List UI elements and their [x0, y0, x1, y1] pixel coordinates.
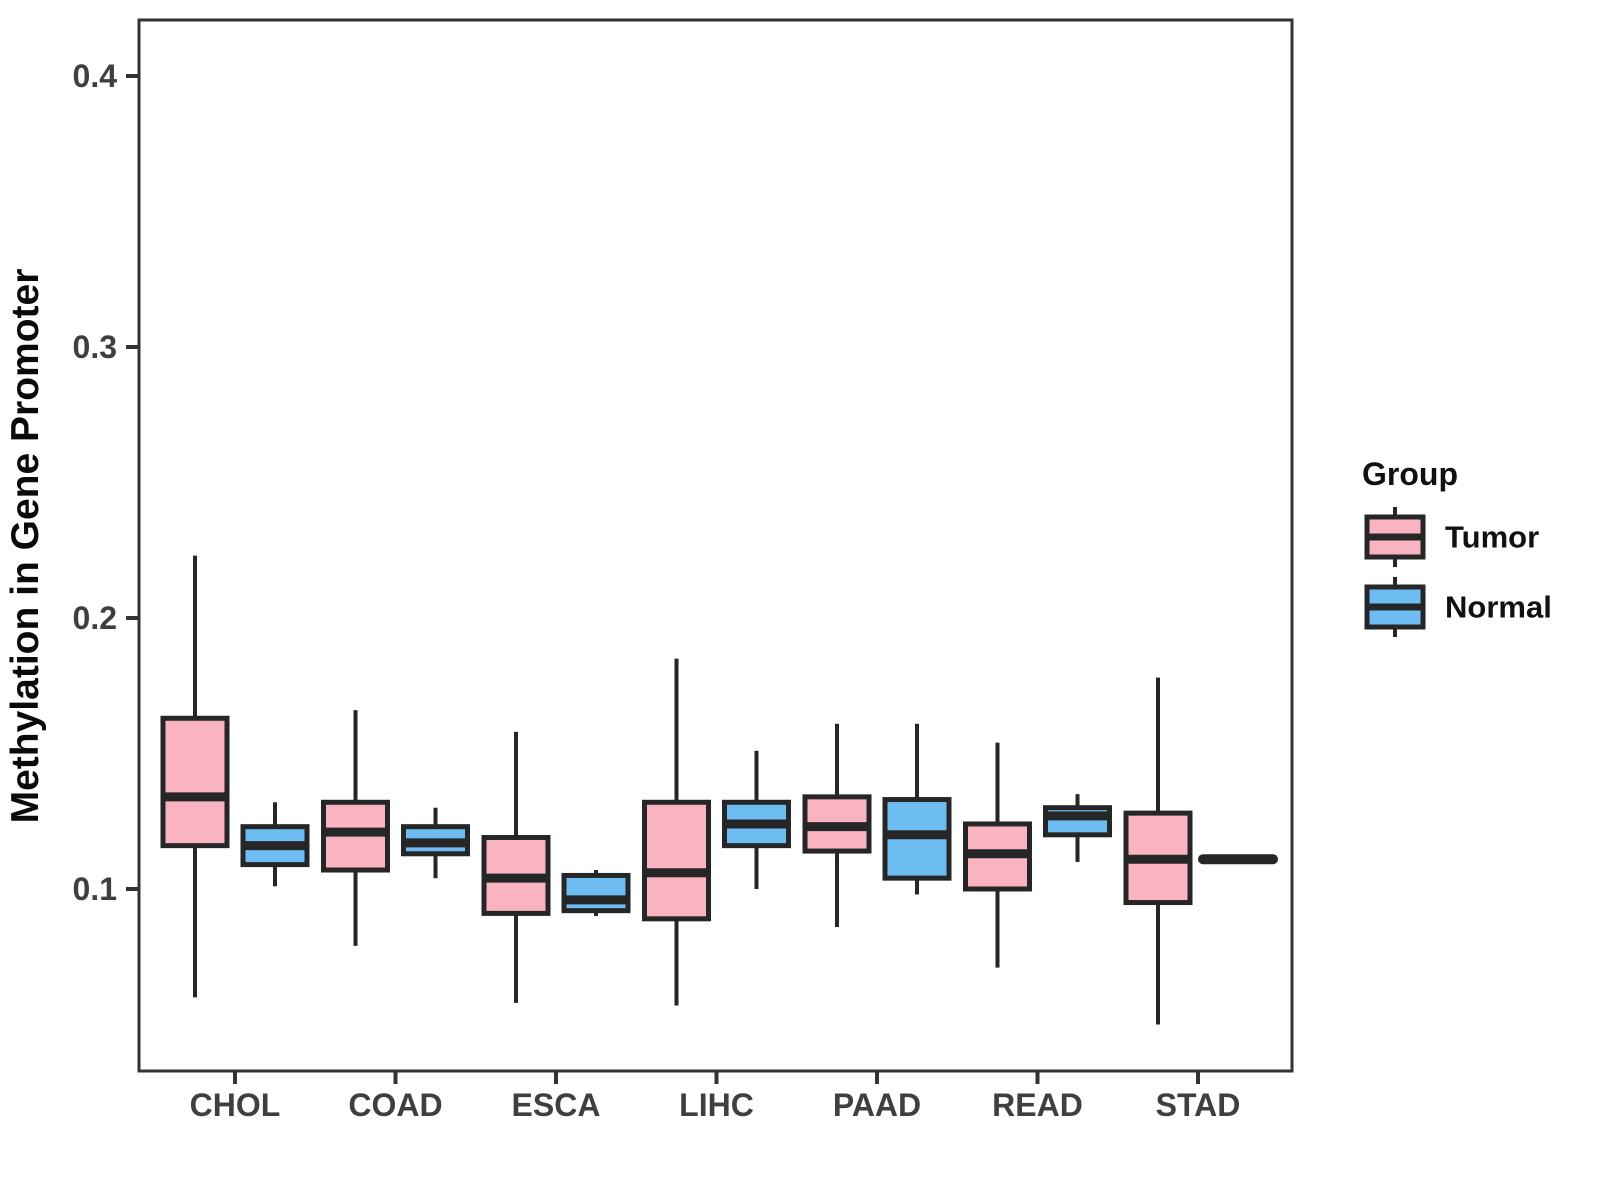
plot-panel-border	[137, 18, 1294, 1073]
x-tick-label-chol: CHOL	[190, 1087, 281, 1123]
box-normal-esca	[561, 872, 631, 914]
x-tick-label-esca: ESCA	[512, 1087, 601, 1123]
legend-title: Group	[1362, 456, 1458, 492]
x-tick-label-paad: PAAD	[833, 1087, 921, 1123]
x-tick-label-lihc: LIHC	[679, 1087, 754, 1123]
x-tick-label-stad: STAD	[1156, 1087, 1241, 1123]
x-tick-label-read: READ	[992, 1087, 1083, 1123]
x-tick-label-coad: COAD	[348, 1087, 442, 1123]
legend-label-normal: Normal	[1445, 590, 1552, 625]
box-tumor-chol	[160, 715, 230, 849]
y-tick-label: 0.3	[73, 329, 117, 365]
y-tick-label: 0.4	[73, 58, 118, 94]
legend-label-tumor: Tumor	[1445, 520, 1539, 555]
y-tick-label: 0.1	[73, 871, 117, 907]
box-tumor-lihc	[642, 799, 711, 922]
y-axis-title: Methylation in Gene Promoter	[4, 269, 47, 824]
y-tick-label: 0.2	[73, 600, 117, 636]
